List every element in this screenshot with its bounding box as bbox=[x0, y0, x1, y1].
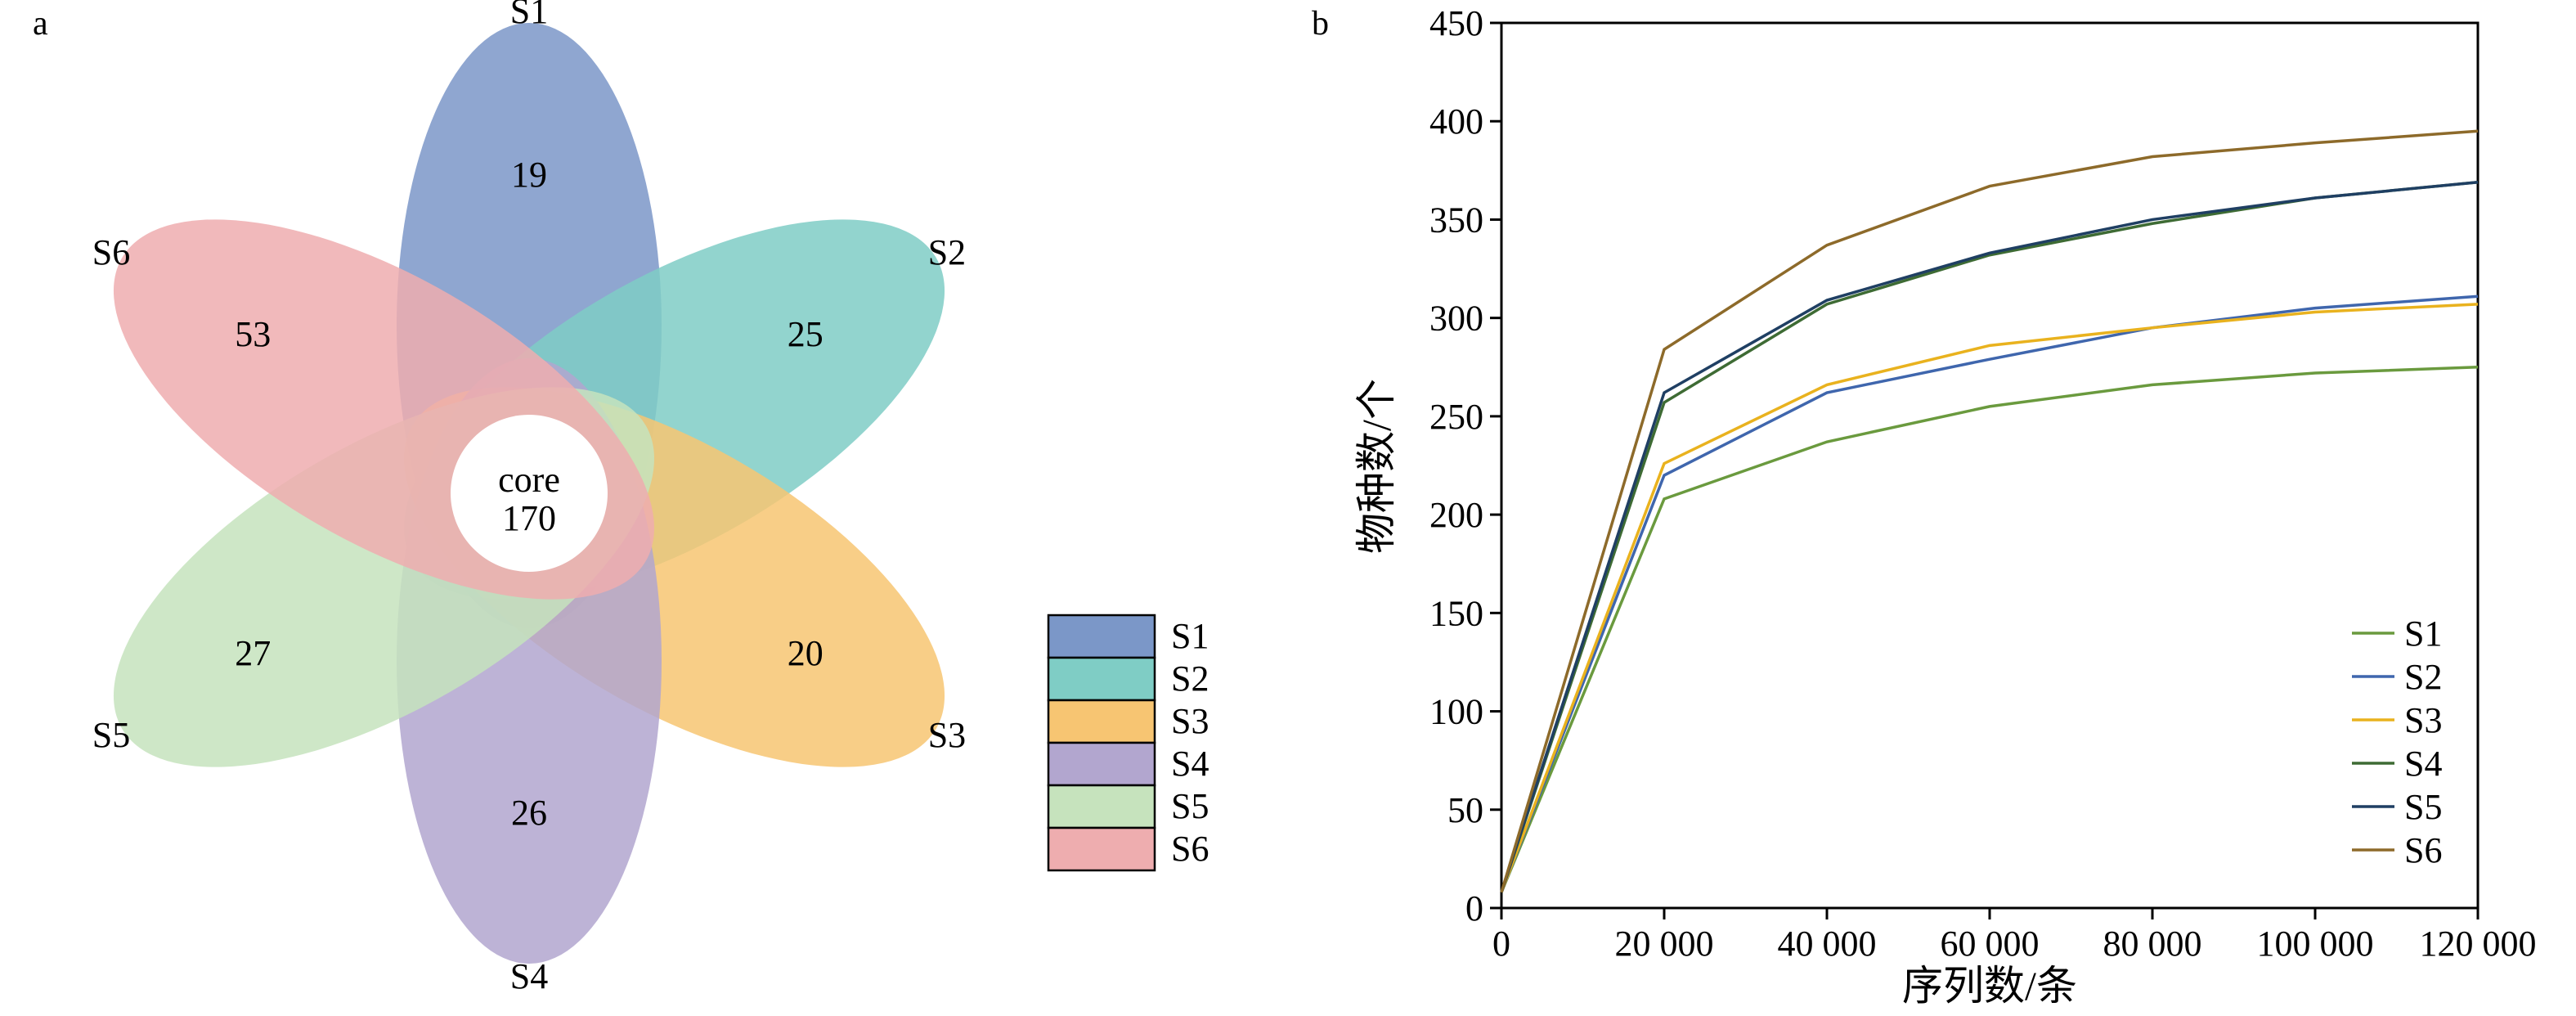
venn-name-s5: S5 bbox=[92, 715, 130, 755]
venn-core-label: core bbox=[498, 460, 560, 500]
x-tick-label: 80 000 bbox=[2103, 924, 2202, 964]
venn-name-s1: S1 bbox=[510, 0, 548, 31]
venn-legend-label-s3: S3 bbox=[1171, 701, 1209, 741]
x-tick-label: 40 000 bbox=[1778, 924, 1877, 964]
line-legend-label-s3: S3 bbox=[2404, 700, 2442, 740]
x-tick-label: 100 000 bbox=[2257, 924, 2374, 964]
series-line-s5 bbox=[1500, 181, 2479, 893]
series-line-s1 bbox=[1500, 366, 2479, 893]
panel-b-line-chart: b 0 50 100 150 200 250 300 350 400 450 0 20 000 40 … bbox=[1312, 3, 2537, 1009]
y-tick-label: 350 bbox=[1429, 200, 1483, 240]
line-legend-label-s1: S1 bbox=[2404, 614, 2442, 654]
venn-count-s4: 26 bbox=[511, 793, 547, 833]
venn-name-s2: S2 bbox=[928, 232, 966, 272]
venn-legend-label-s2: S2 bbox=[1171, 659, 1209, 699]
series-line-s3 bbox=[1500, 303, 2479, 893]
venn-count-s2: 25 bbox=[788, 314, 824, 354]
venn-count-s6: 53 bbox=[235, 314, 271, 354]
venn-count-s5: 27 bbox=[235, 633, 271, 673]
venn-legend-swatch-s4 bbox=[1047, 741, 1156, 787]
venn-legend-swatch-s1 bbox=[1047, 614, 1156, 659]
y-axis-title: 物种数/个 bbox=[1353, 379, 1399, 554]
series-lines bbox=[1500, 129, 2479, 893]
venn-legend-label-s6: S6 bbox=[1171, 829, 1209, 869]
line-legend-label-s4: S4 bbox=[2404, 744, 2442, 784]
venn-legend-label-s1: S1 bbox=[1171, 616, 1209, 656]
y-tick-label: 300 bbox=[1429, 299, 1483, 339]
panel-b-label: b bbox=[1312, 5, 1329, 43]
venn-legend-swatch-s3 bbox=[1047, 699, 1156, 744]
plot-frame bbox=[1500, 21, 2480, 910]
y-tick-label: 400 bbox=[1429, 101, 1483, 142]
venn-name-s6: S6 bbox=[92, 232, 130, 272]
line-legend-label-s2: S2 bbox=[2404, 657, 2442, 697]
series-line-s6 bbox=[1500, 129, 2479, 893]
venn-core-count: 170 bbox=[502, 498, 556, 538]
x-axis: 0 20 000 40 000 60 000 80 000 100 000 120 000 bbox=[1492, 908, 2537, 964]
y-tick-label: 0 bbox=[1465, 888, 1483, 928]
x-tick-label: 20 000 bbox=[1615, 924, 1714, 964]
venn-legend-label-s5: S5 bbox=[1171, 786, 1209, 826]
x-tick-label: 60 000 bbox=[1941, 924, 2040, 964]
line-legend-label-s5: S5 bbox=[2404, 787, 2442, 827]
x-tick-label: 0 bbox=[1492, 924, 1510, 964]
venn-legend-swatch-s6 bbox=[1047, 826, 1156, 872]
venn-name-s3: S3 bbox=[928, 715, 966, 755]
venn-counts: 19 25 20 26 27 53 bbox=[235, 155, 823, 833]
venn-count-s1: 19 bbox=[511, 155, 547, 195]
venn-count-s3: 20 bbox=[788, 633, 824, 673]
y-tick-label: 50 bbox=[1447, 790, 1483, 830]
x-axis-title: 序列数/条 bbox=[1902, 963, 2077, 1009]
x-tick-label: 120 000 bbox=[2420, 924, 2537, 964]
series-line-s2 bbox=[1500, 294, 2479, 893]
y-tick-label: 200 bbox=[1429, 495, 1483, 535]
venn-name-s4: S4 bbox=[510, 956, 548, 996]
y-tick-label: 250 bbox=[1429, 397, 1483, 437]
venn-legend-swatch-s2 bbox=[1047, 656, 1156, 702]
y-tick-label: 150 bbox=[1429, 593, 1483, 633]
venn-set-names: S1 S2 S3 S4 S5 S6 bbox=[92, 0, 966, 996]
venn-legend-label-s4: S4 bbox=[1171, 744, 1209, 784]
panel-a-label: a bbox=[33, 5, 48, 43]
y-tick-label: 100 bbox=[1429, 692, 1483, 732]
venn-legend-swatch-s5 bbox=[1047, 784, 1156, 829]
y-tick-label: 450 bbox=[1429, 3, 1483, 43]
line-legend-label-s6: S6 bbox=[2404, 830, 2442, 870]
y-axis: 0 50 100 150 200 250 300 350 400 450 bbox=[1429, 3, 1501, 928]
venn-core-circle bbox=[451, 415, 608, 572]
